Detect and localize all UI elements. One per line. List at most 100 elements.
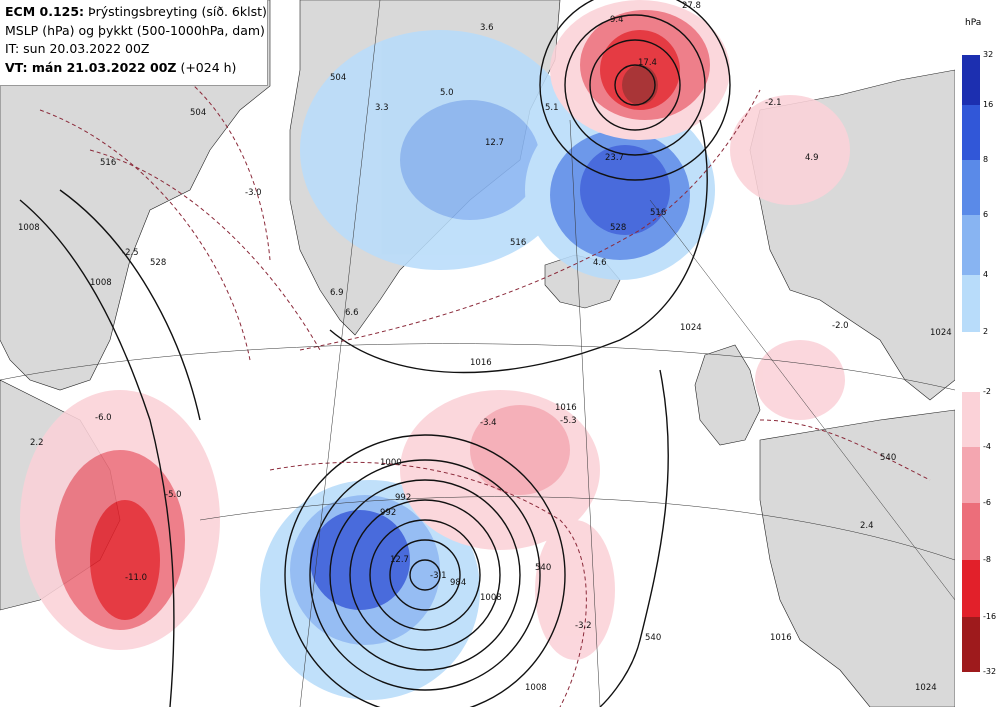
thickness-label: 504 bbox=[330, 73, 346, 83]
tendency-label: 4.9 bbox=[805, 153, 819, 163]
latitude-line-2 bbox=[199, 496, 955, 561]
tendency-label: 12.7 bbox=[390, 555, 409, 565]
isobar-label: 1024 bbox=[680, 323, 702, 333]
color-legend: hPa 32 16 8 6 4 2 -2 -4 -6 -8 -16 -32 bbox=[955, 0, 1000, 707]
legend-negative-swatch bbox=[962, 617, 980, 672]
legend-positive-swatch bbox=[962, 105, 980, 160]
british-isles-land bbox=[694, 344, 761, 446]
legend-negative-swatch bbox=[962, 560, 980, 617]
isobar-high-1 bbox=[614, 64, 656, 106]
isobar-label: 1016 bbox=[470, 358, 492, 368]
isobar-label: 1008 bbox=[480, 593, 502, 603]
isobar-high-3 bbox=[564, 14, 706, 156]
thickness-label: 504 bbox=[190, 108, 206, 118]
rise-area-greenland-core bbox=[400, 100, 540, 220]
tendency-label: 5.0 bbox=[440, 88, 454, 98]
legend-positive-swatch bbox=[962, 275, 980, 332]
header-line-1: ECM 0.125: Þrýstingsbreyting (síð. 6klst… bbox=[5, 3, 267, 22]
tendency-label: 6.6 bbox=[345, 308, 359, 318]
fall-area-west-core bbox=[90, 500, 160, 620]
legend-positive-label: 8 bbox=[983, 155, 989, 164]
tendency-label: -5.3 bbox=[560, 416, 577, 426]
legend-negative-label: -4 bbox=[983, 442, 991, 451]
latitude-line-1 bbox=[0, 343, 955, 391]
thickness-label: 528 bbox=[150, 258, 166, 268]
meridian-1 bbox=[299, 0, 381, 707]
isobar-label: 1008 bbox=[18, 223, 40, 233]
tendency-label: -11.0 bbox=[125, 573, 147, 583]
tendency-label: -5.0 bbox=[165, 490, 182, 500]
thickness-label: 528 bbox=[610, 223, 626, 233]
init-time: IT: sun 20.03.2022 00Z bbox=[5, 41, 150, 56]
forecast-step: (+024 h) bbox=[176, 59, 237, 75]
legend-positive-swatch bbox=[962, 160, 980, 215]
isobar-low-3 bbox=[369, 519, 481, 631]
isobar-low-5 bbox=[329, 479, 521, 671]
tendency-label: -2.1 bbox=[765, 98, 782, 108]
canada-land bbox=[0, 0, 271, 391]
map-canvas: 992 1008 1008 1008 1016 1016 1016 1024 1024 1024 1… bbox=[0, 0, 955, 707]
isobar-low-4 bbox=[349, 499, 501, 651]
thickness-label: 540 bbox=[535, 563, 551, 573]
isobar-low-2 bbox=[389, 539, 461, 611]
tendency-label: 23.7 bbox=[605, 153, 624, 163]
isobar-1008-west bbox=[19, 199, 175, 707]
thickness-label: 516 bbox=[510, 238, 526, 248]
legend-negative-swatch bbox=[962, 447, 980, 503]
isobar-low-7 bbox=[284, 434, 566, 707]
isobar-label: 1016 bbox=[555, 403, 577, 413]
legend-negative-swatch bbox=[962, 503, 980, 560]
field-description: Þrýstingsbreyting (síð. 6klst) bbox=[84, 4, 267, 19]
tendency-label: -6.0 bbox=[95, 413, 112, 423]
legend-positive-label: 16 bbox=[983, 100, 994, 109]
legend-positive-swatch bbox=[962, 55, 980, 105]
isobar-1016-north bbox=[329, 119, 708, 374]
model-name: ECM 0.125: bbox=[5, 4, 85, 19]
fall-area-mid-atlantic-core bbox=[470, 405, 570, 495]
isobar-label: 992 bbox=[395, 493, 411, 503]
tendency-label: -3.2 bbox=[575, 621, 592, 631]
isobar-label: 1016 bbox=[770, 633, 792, 643]
isobar-label: 992 bbox=[380, 508, 396, 518]
isobar-low-1 bbox=[409, 559, 441, 591]
isobar-label: 1024 bbox=[915, 683, 937, 693]
tendency-label: -3.1 bbox=[430, 571, 447, 581]
legend-positive-label: 4 bbox=[983, 270, 989, 279]
tendency-label: -3.0 bbox=[245, 188, 262, 198]
tendency-label: -3.4 bbox=[480, 418, 497, 428]
legend-positive-label: 2 bbox=[983, 327, 989, 336]
thickness-540-east bbox=[759, 419, 931, 481]
tendency-label: -2.5 bbox=[122, 248, 139, 258]
fall-area-northeast bbox=[730, 95, 850, 205]
tendency-label: 12.7 bbox=[485, 138, 504, 148]
tendency-label: 5.1 bbox=[545, 103, 559, 113]
fall-area-northsea bbox=[755, 340, 845, 420]
tendency-label: -2.0 bbox=[832, 321, 849, 331]
rise-area-south-core bbox=[310, 510, 410, 610]
rise-area-east-core bbox=[580, 145, 670, 235]
fall-area-north-max bbox=[622, 65, 658, 105]
thickness-516 bbox=[89, 149, 321, 351]
meridian-2 bbox=[569, 119, 601, 707]
isobar-1016-east bbox=[599, 369, 669, 707]
europe-land bbox=[759, 409, 955, 707]
map-header: ECM 0.125: Þrýstingsbreyting (síð. 6klst… bbox=[0, 0, 268, 86]
legend-positive-swatch bbox=[962, 215, 980, 275]
isobar-1000-west bbox=[59, 189, 201, 421]
tendency-label: 2.2 bbox=[30, 438, 44, 448]
isobar-label: 1000 bbox=[380, 458, 402, 468]
thickness-label: 516 bbox=[650, 208, 666, 218]
legend-negative-label: -16 bbox=[983, 612, 997, 621]
isobar-high-2 bbox=[589, 39, 681, 131]
tendency-label: 2.4 bbox=[860, 521, 874, 531]
tendency-label: 17.4 bbox=[638, 58, 657, 68]
isobar-low-6 bbox=[309, 459, 541, 691]
tendency-label: 3.6 bbox=[480, 23, 494, 33]
isobar-label: 1008 bbox=[525, 683, 547, 693]
isobar-label: 1008 bbox=[90, 278, 112, 288]
valid-time: VT: mán 21.03.2022 00Z bbox=[5, 59, 177, 75]
meridian-3 bbox=[649, 199, 955, 601]
graticule bbox=[0, 0, 955, 707]
tendency-label: 27.8 bbox=[682, 1, 701, 11]
isobar-high-4 bbox=[539, 0, 731, 181]
